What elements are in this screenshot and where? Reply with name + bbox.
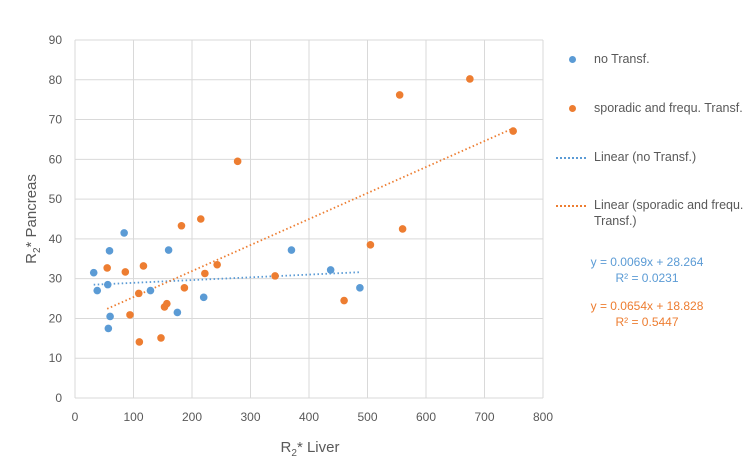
data-point-series-0	[104, 324, 113, 333]
data-point-series-1	[466, 75, 474, 83]
r-squared-text: R² = 0.5447	[615, 315, 679, 329]
data-point-series-1	[157, 334, 165, 342]
data-point-series-1	[135, 338, 144, 346]
data-point-series-0	[89, 268, 98, 277]
x-tick-label: 300	[240, 410, 260, 424]
x-tick-label: 200	[182, 410, 202, 424]
data-point-series-1	[233, 157, 242, 166]
x-tick-label: 100	[123, 410, 143, 424]
y-tick-label: 90	[49, 33, 63, 47]
legend-item-no-transf: no Transf.	[556, 51, 744, 67]
legend-label: Linear (sporadic and frequ. Transf.)	[594, 198, 744, 228]
data-point-series-1	[139, 262, 148, 270]
data-point-series-0	[120, 229, 128, 237]
legend-item-linear-no-transf: Linear (no Transf.)	[556, 149, 744, 165]
data-point-series-1	[398, 225, 407, 233]
data-point-series-1	[103, 264, 111, 272]
x-tick-label: 600	[416, 410, 436, 424]
data-point-series-1	[134, 289, 143, 298]
x-tick-label: 800	[533, 410, 553, 424]
y-tick-label: 30	[49, 272, 63, 286]
legend-label: Linear (no Transf.)	[594, 150, 697, 164]
data-point-series-0	[105, 247, 114, 255]
data-point-series-0	[146, 286, 155, 295]
y-tick-label: 50	[49, 192, 63, 206]
trendline-1	[106, 127, 514, 310]
data-point-series-1	[177, 221, 186, 230]
x-axis-title: R2* Liver	[281, 439, 340, 459]
data-point-series-0	[199, 293, 208, 302]
trendlines	[93, 127, 514, 310]
data-point-series-1	[213, 260, 221, 269]
legend-dot-icon	[569, 56, 576, 63]
x-tick-label: 0	[72, 410, 79, 424]
data-point-series-0	[164, 246, 173, 254]
y-tick-label: 70	[49, 113, 63, 127]
data-point-series-0	[106, 312, 114, 321]
data-point-series-1	[121, 268, 130, 276]
data-point-series-0	[103, 280, 112, 289]
data-point-series-1	[395, 91, 404, 99]
data-point-series-0	[326, 266, 335, 274]
data-point-series-0	[93, 286, 102, 295]
legend-item-sporadic-frequ-transf: sporadic and frequ. Transf.	[556, 100, 744, 116]
y-tick-label: 20	[49, 311, 63, 325]
y-tick-label: 10	[49, 351, 63, 365]
gridlines	[74, 39, 544, 399]
data-point-series-1	[196, 215, 205, 223]
legend-dot-icon	[569, 105, 576, 112]
data-point-series-0	[287, 246, 296, 254]
data-point-series-0	[173, 308, 182, 317]
data-point-series-0	[356, 284, 364, 292]
legend-line-icon	[556, 205, 586, 207]
y-tick-label: 40	[49, 232, 63, 246]
trendline-0	[93, 271, 360, 286]
x-tick-label: 500	[357, 410, 377, 424]
trendline-equation-no-transf: y = 0.0069x + 28.264 R² = 0.0231	[562, 254, 732, 286]
x-tick-label: 700	[474, 410, 494, 424]
data-point-series-1	[271, 272, 279, 280]
trendline-equation-sporadic: y = 0.0654x + 18.828 R² = 0.5447	[562, 298, 732, 330]
legend-line-icon	[556, 157, 586, 159]
tick-labels: 0 10 20 30 40 50 60 70 80 90 0 100 200 300 400 500 600 70…	[49, 33, 554, 424]
data-point-series-1	[509, 127, 517, 135]
legend-label: sporadic and frequ. Transf.	[594, 101, 743, 115]
legend-item-linear-sporadic: Linear (sporadic and frequ. Transf.)	[556, 197, 744, 229]
data-point-series-1	[340, 296, 348, 305]
equation-text: y = 0.0069x + 28.264	[590, 255, 704, 269]
x-tick-label: 400	[299, 410, 319, 424]
data-points	[89, 75, 517, 346]
data-point-series-1	[201, 269, 209, 278]
data-point-series-1	[180, 284, 189, 292]
y-tick-label: 60	[49, 152, 63, 166]
y-tick-label: 80	[49, 73, 63, 87]
r-squared-text: R² = 0.0231	[615, 271, 679, 285]
data-point-series-1	[163, 299, 171, 308]
y-tick-label: 0	[55, 391, 62, 405]
data-point-series-1	[126, 311, 134, 319]
data-point-series-1	[366, 241, 375, 249]
equation-text: y = 0.0654x + 18.828	[590, 299, 704, 313]
legend-label: no Transf.	[594, 52, 650, 66]
y-axis-title: R2* Pancreas	[23, 174, 43, 264]
